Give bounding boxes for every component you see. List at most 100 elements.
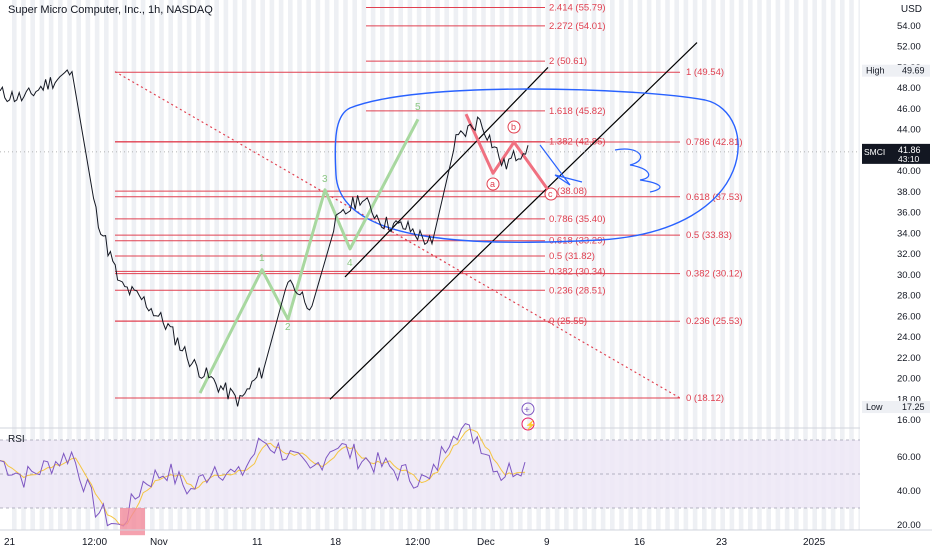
stripe <box>499 0 505 530</box>
wave-label-5: 5 <box>415 102 421 113</box>
stripe <box>481 0 486 530</box>
stripe <box>490 0 495 530</box>
lightning-icon <box>521 417 535 431</box>
stripe <box>646 0 652 530</box>
stripe <box>803 0 808 530</box>
price-tick-label: 16.00 <box>897 415 921 426</box>
wave-label-c: c <box>548 189 553 199</box>
stripe <box>232 0 238 530</box>
stripe <box>784 0 790 530</box>
rsi-tick-label: 60.00 <box>897 452 921 463</box>
high-badge <box>862 64 930 77</box>
channel-upper-line <box>329 42 698 400</box>
stripe <box>223 0 229 530</box>
stripe <box>738 0 744 530</box>
stripe <box>453 0 459 530</box>
low-value: 17.25 <box>902 402 925 412</box>
price-tick-label: 26.00 <box>897 311 921 322</box>
stripe <box>545 0 551 530</box>
high-value: 49.69 <box>902 66 925 76</box>
time-tick-label: 12:00 <box>82 537 107 548</box>
fib-level-label: 2.272 (54.01) <box>549 21 606 32</box>
stripe <box>389 0 394 530</box>
fib-level-label: 0.5 (33.83) <box>686 230 732 241</box>
stripe <box>600 0 606 530</box>
stripe <box>656 0 661 530</box>
projection-squiggle <box>614 148 661 193</box>
price-tick-label: 22.00 <box>897 353 921 364</box>
high-label: High <box>866 66 885 76</box>
stripe <box>757 0 762 530</box>
wave-label-2: 2 <box>285 322 291 333</box>
stripe <box>766 0 771 530</box>
time-tick-label: 21 <box>4 537 16 548</box>
fib-level-label: 0 (18.12) <box>686 393 724 404</box>
fib-level-label: 2.414 (55.79) <box>549 2 606 13</box>
stripe <box>508 0 514 530</box>
time-tick-label: 16 <box>634 537 646 548</box>
stripe <box>554 0 560 530</box>
stripe <box>288 0 293 530</box>
symbol-title: Super Micro Computer, Inc., 1h, NASDAQ <box>8 4 213 16</box>
price-tick-label: 24.00 <box>897 332 921 343</box>
stripe <box>196 0 201 530</box>
stripe <box>444 0 449 530</box>
wave-label-circle <box>544 187 558 201</box>
stripe <box>94 0 100 530</box>
stripe <box>315 0 321 530</box>
fib-level-label: 0.618 (37.53) <box>686 192 743 203</box>
stripe <box>58 0 63 530</box>
stripe <box>591 0 597 530</box>
rsi-panel <box>0 423 860 536</box>
currency-label: USD <box>900 4 922 15</box>
stripe <box>343 0 348 530</box>
stripe <box>536 0 541 530</box>
rsi-tick-label: 20.00 <box>897 520 921 531</box>
stripe <box>610 0 615 530</box>
time-tick-label: 9 <box>544 537 550 548</box>
stripe <box>407 0 413 530</box>
price-tick-label: 52.00 <box>897 42 921 53</box>
last-price-badge <box>862 143 930 164</box>
fib-level-label: 2 (50.61) <box>549 56 587 67</box>
price-tick-label: 32.00 <box>897 249 921 260</box>
fib-level-label: 1 (38.08) <box>549 186 587 197</box>
fib-level-label: 1.618 (45.82) <box>549 106 606 117</box>
low-label: Low <box>866 402 883 412</box>
price-tick-label: 46.00 <box>897 104 921 115</box>
rsi-line <box>0 423 526 527</box>
price-tick-label: 34.00 <box>897 228 921 239</box>
price-tick-label: 54.00 <box>897 21 921 32</box>
stripe <box>104 0 109 530</box>
stripe <box>416 0 422 530</box>
last-price-value: 41.86 <box>898 145 921 155</box>
stripe <box>573 0 578 530</box>
stripe <box>352 0 357 530</box>
projection-ellipse <box>334 88 739 243</box>
price-tick-label: 20.00 <box>897 374 921 385</box>
rsi-tick-label: 40.00 <box>897 486 921 497</box>
stripe <box>260 0 265 530</box>
stripe <box>729 0 735 530</box>
drawings: 1 2 3 4 5 a b c + ⚡ <box>198 42 739 431</box>
price-tick-label: 30.00 <box>897 270 921 281</box>
stripe <box>269 0 275 530</box>
stripe <box>150 0 155 530</box>
stripe <box>214 0 219 530</box>
time-tick-label: 12:00 <box>405 537 430 548</box>
stripe <box>426 0 431 530</box>
stripe <box>48 0 54 530</box>
price-tick-label: 40.00 <box>897 166 921 177</box>
stripe <box>665 0 670 530</box>
stripe <box>794 0 799 530</box>
stripe <box>711 0 716 530</box>
wave-label-1: 1 <box>259 253 265 264</box>
stripe <box>186 0 192 530</box>
stripe <box>242 0 247 530</box>
stripe <box>140 0 146 530</box>
price-tick-label: 18.00 <box>897 394 921 405</box>
channel-lower-line <box>344 67 549 278</box>
price-tick-label: 28.00 <box>897 291 921 302</box>
fib-level-label: 0.382 (30.12) <box>686 269 743 280</box>
